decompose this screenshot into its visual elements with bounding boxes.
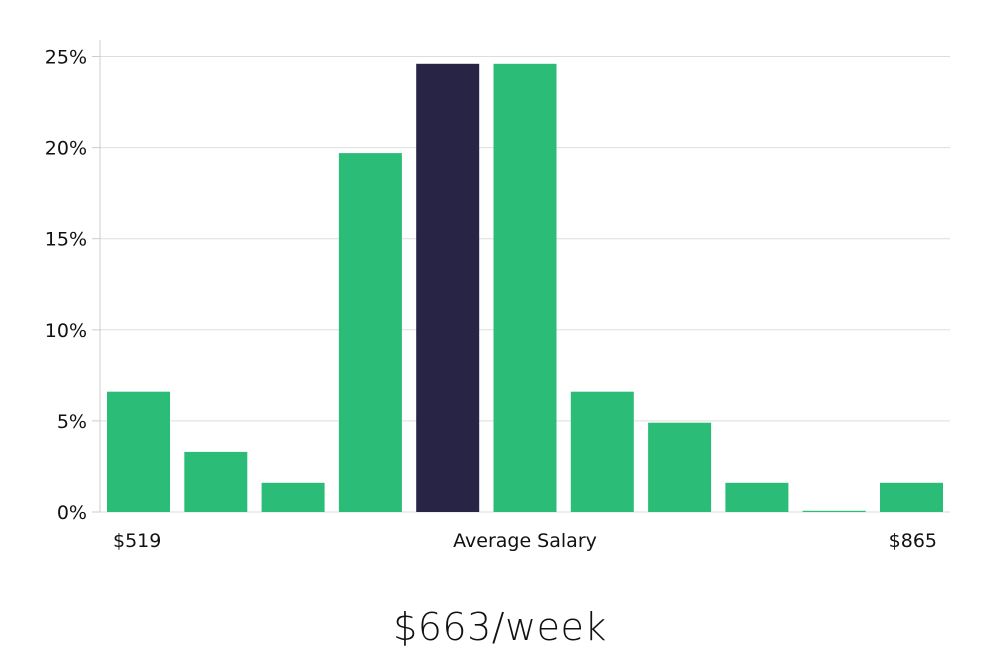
bar xyxy=(648,422,712,512)
y-tick-label: 15% xyxy=(45,229,87,251)
bars xyxy=(107,63,943,513)
average-salary-value: $663/week xyxy=(393,605,607,649)
y-axis-ticks: 0% 5% 10% 15% 20% 25% xyxy=(45,47,100,524)
y-tick-label: 25% xyxy=(45,47,87,69)
bar xyxy=(338,153,402,512)
bar xyxy=(802,510,866,512)
bar xyxy=(107,391,170,512)
y-tick-label: 20% xyxy=(45,138,87,160)
x-axis-title: Average Salary xyxy=(453,530,597,552)
x-axis-end-label: $865 xyxy=(889,530,937,552)
bar xyxy=(184,451,248,512)
bar xyxy=(725,482,789,512)
y-tick-label: 10% xyxy=(45,320,87,342)
y-tick-label: 0% xyxy=(57,502,87,524)
bar xyxy=(261,482,325,512)
salary-histogram-chart: 0% 5% 10% 15% 20% 25% $519 Average Salary $86… xyxy=(45,40,950,552)
bar-highlighted xyxy=(416,63,480,513)
x-axis-start-label: $519 xyxy=(113,530,161,552)
y-tick-label: 5% xyxy=(57,411,87,433)
bar xyxy=(880,482,943,512)
bar xyxy=(493,63,557,513)
bar xyxy=(570,391,634,512)
